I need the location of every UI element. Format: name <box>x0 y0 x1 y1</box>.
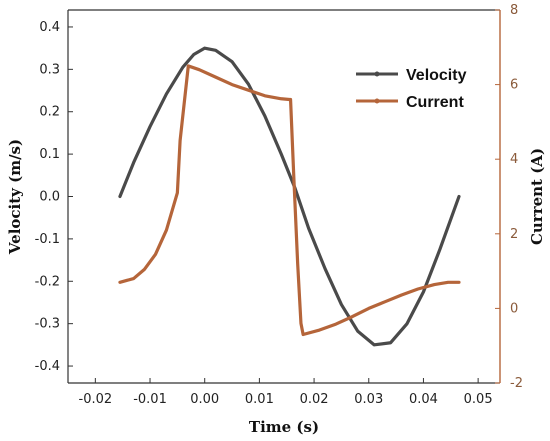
y-right-tick-label: 0 <box>510 301 518 316</box>
x-axis-label: Time (s) <box>249 418 319 436</box>
x-tick-label: 0.04 <box>409 392 438 407</box>
x-tick-label: -0.01 <box>133 392 167 407</box>
legend-marker-current <box>374 98 380 104</box>
x-tick-label: 0.03 <box>354 392 383 407</box>
series-line-velocity <box>118 46 461 347</box>
x-tick-label: 0.02 <box>300 392 329 407</box>
y-left-tick-label: 0.4 <box>39 20 60 35</box>
y-right-tick-label: 8 <box>510 3 518 18</box>
y-axis-left-label: Velocity (m/s) <box>6 139 24 255</box>
legend-label-current: Current <box>406 94 464 111</box>
y-left-tick-label: -0.2 <box>35 274 60 289</box>
y-left-tick-label: -0.1 <box>35 232 60 247</box>
x-tick-label: 0.01 <box>245 392 274 407</box>
y-right-tick-label: 6 <box>510 78 518 93</box>
x-tick-label: -0.02 <box>79 392 113 407</box>
y-left-tick-label: 0.2 <box>39 105 60 120</box>
legend-marker-velocity <box>374 71 380 77</box>
legend-label-velocity: Velocity <box>406 67 467 84</box>
x-tick-label: 0.00 <box>190 392 219 407</box>
y-right-tick-label: -2 <box>510 376 523 391</box>
legend: Velocity Current <box>356 67 467 111</box>
y-left-tick-label: -0.3 <box>35 317 60 332</box>
series-line-current <box>118 64 461 337</box>
y-axis-right-label: Current (A) <box>528 148 546 245</box>
y-left-tick-label: 0.1 <box>39 147 60 162</box>
y-left-tick-label: -0.4 <box>35 359 60 374</box>
y-left-tick-label: 0.3 <box>39 62 60 77</box>
x-tick-label: 0.05 <box>464 392 493 407</box>
y-right-tick-label: 2 <box>510 227 518 242</box>
y-right-tick-label: 4 <box>510 152 518 167</box>
y-left-tick-label: 0.0 <box>39 190 60 205</box>
